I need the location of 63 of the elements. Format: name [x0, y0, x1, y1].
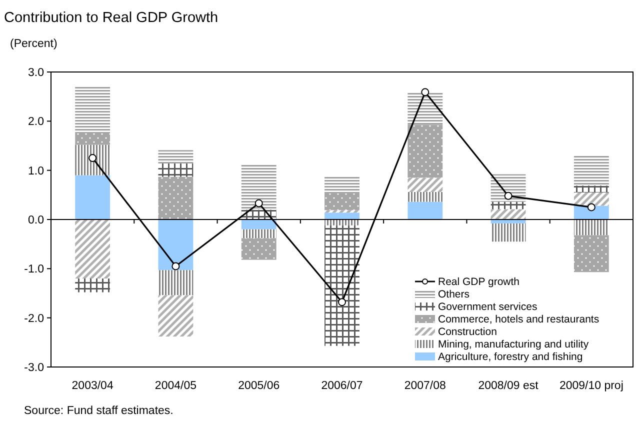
- bar: [158, 163, 194, 177]
- bar: [408, 92, 443, 125]
- legend-label: Commerce, hotels and restaurants: [438, 314, 600, 326]
- bar: [158, 220, 194, 270]
- bar: [490, 202, 526, 210]
- bar: [324, 176, 360, 194]
- source-note: Source: Fund staff estimates.: [24, 405, 174, 417]
- bar: [241, 220, 276, 230]
- bar: [324, 220, 360, 226]
- y-tick-label: 1.0: [28, 165, 44, 178]
- bar: [75, 144, 110, 176]
- bar: [408, 124, 443, 178]
- bar: [574, 186, 609, 192]
- bar: [75, 132, 110, 145]
- point: [421, 88, 430, 96]
- x-tick-label: 2003/04: [72, 380, 114, 392]
- bar: [75, 175, 110, 220]
- y-tick-label: 0.0: [28, 214, 44, 226]
- point: [338, 298, 346, 306]
- x-tick-label: 2007/08: [404, 380, 446, 392]
- bar: [324, 212, 360, 220]
- bar: [574, 220, 609, 236]
- x-tick-label: 2009/10 proj: [559, 380, 624, 392]
- y-tick-label: -3.0: [24, 362, 44, 374]
- legend-label: Agriculture, forestry and fishing: [438, 351, 583, 363]
- x-tick-label: 2004/05: [154, 380, 197, 392]
- x-tick-label: 2008/09 est: [478, 380, 540, 392]
- bar: [158, 295, 194, 337]
- point: [254, 199, 263, 208]
- legend-label: Others: [438, 288, 470, 300]
- bar: [324, 193, 360, 210]
- chart-title: Contribution to Real GDP Growth: [4, 10, 218, 26]
- y-tick-label: 2.0: [28, 116, 44, 128]
- y-tick-label: -1.0: [24, 264, 44, 276]
- bar: [490, 209, 526, 220]
- bar: [158, 150, 194, 164]
- bar: [408, 192, 443, 202]
- bar: [324, 225, 360, 346]
- legend-label: Mining, manufacturing and utility: [438, 338, 590, 350]
- bar: [490, 223, 526, 242]
- bar: [574, 192, 609, 206]
- y-tick-label: 3.0: [28, 67, 44, 79]
- legend-label: Government services: [438, 301, 538, 313]
- bar: [75, 278, 110, 292]
- chart-subtitle: (Percent): [10, 38, 58, 50]
- bar: [158, 270, 194, 296]
- point: [587, 203, 596, 212]
- bar: [158, 176, 194, 220]
- bar: [241, 238, 276, 260]
- point: [504, 192, 512, 200]
- bar: [574, 235, 609, 272]
- bar: [408, 178, 443, 192]
- legend-label: Real GDP growth: [438, 276, 520, 288]
- bar: [324, 210, 360, 213]
- x-tick-label: 2006/07: [321, 380, 363, 392]
- point: [88, 154, 97, 162]
- point: [172, 262, 180, 270]
- y-tick-label: -2.0: [24, 312, 44, 325]
- bar: [75, 220, 110, 278]
- x-tick-label: 2005/06: [238, 380, 280, 392]
- legend-label: Construction: [438, 326, 498, 338]
- bar: [408, 202, 443, 220]
- bar: [241, 229, 276, 238]
